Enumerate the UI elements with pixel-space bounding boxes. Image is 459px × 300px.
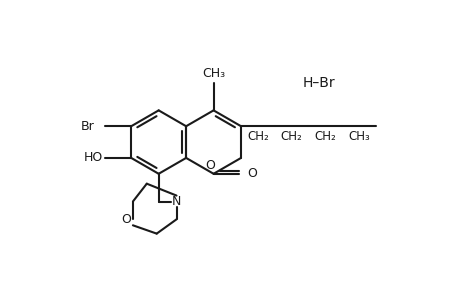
Text: H–Br: H–Br: [302, 76, 335, 90]
Text: HO: HO: [84, 152, 103, 164]
Text: CH₃: CH₃: [202, 67, 224, 80]
Text: N: N: [172, 195, 181, 208]
Text: CH₂: CH₂: [280, 130, 302, 142]
Text: Br: Br: [81, 120, 95, 133]
Text: O: O: [247, 167, 257, 180]
Text: O: O: [204, 159, 214, 172]
Text: O: O: [121, 213, 131, 226]
Text: CH₂: CH₂: [313, 130, 336, 142]
Text: CH₃: CH₃: [347, 130, 369, 142]
Text: CH₂: CH₂: [246, 130, 268, 142]
